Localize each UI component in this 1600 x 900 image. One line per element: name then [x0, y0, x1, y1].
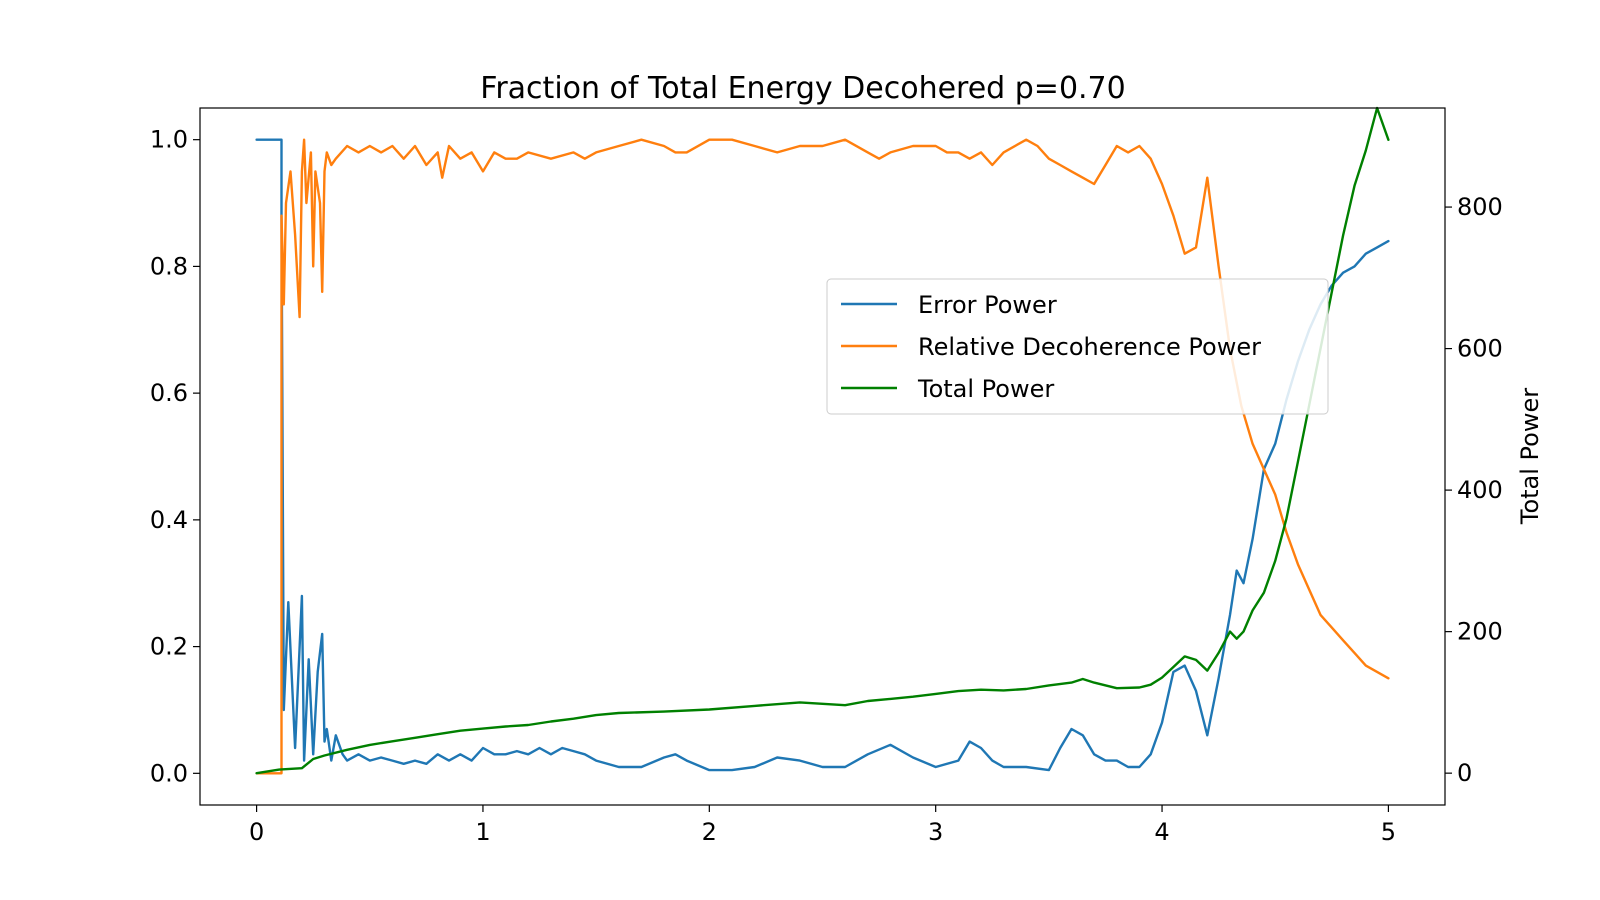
x-tick-label: 3	[928, 818, 943, 846]
y-right-tick-label: 800	[1457, 193, 1503, 221]
series-line-2	[255, 106, 1390, 775]
y-left-tick-label: 0.0	[150, 759, 188, 787]
legend-label-2: Total Power	[917, 375, 1054, 403]
plot-frame	[199, 107, 1446, 806]
y-right-tick-label: 600	[1457, 335, 1503, 363]
y-axis-right-label: Total Power	[1516, 388, 1544, 525]
y-left-tick-label: 0.6	[150, 379, 188, 407]
series-line-0	[255, 138, 1390, 772]
y-right-tick-label: 400	[1457, 476, 1503, 504]
y-left-tick-label: 0.2	[150, 633, 188, 661]
chart-title: Fraction of Total Energy Decohered p=0.7…	[480, 71, 1125, 106]
y-left-tick-label: 1.0	[150, 126, 188, 154]
plot-lines	[255, 106, 1390, 775]
y-left-tick-label: 0.4	[150, 506, 188, 534]
legend-label-1: Relative Decoherence Power	[918, 333, 1261, 361]
x-axis: 0 1 2 3 4 5	[249, 805, 1396, 846]
y-left-tick-label: 0.8	[150, 252, 188, 280]
x-tick-label: 0	[249, 818, 264, 846]
y-axis-left: 0.0 0.2 0.4 0.6 0.8 1.0	[150, 126, 200, 787]
y-axis-right: 0 200 400 600 800	[1445, 193, 1503, 787]
x-tick-label: 5	[1381, 818, 1396, 846]
legend-box	[826, 278, 1329, 415]
x-tick-label: 1	[475, 818, 490, 846]
x-tick-label: 4	[1154, 818, 1169, 846]
y-right-tick-label: 200	[1457, 618, 1503, 646]
legend-label-0: Error Power	[918, 291, 1057, 319]
legend: Error Power Relative Decoherence Power Tot…	[826, 278, 1329, 415]
y-right-tick-label: 0	[1457, 759, 1472, 787]
x-tick-label: 2	[702, 818, 717, 846]
series-line-1	[255, 138, 1390, 775]
